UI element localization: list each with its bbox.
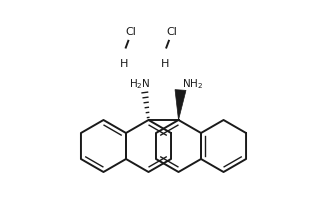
Text: Cl: Cl (125, 28, 136, 37)
Polygon shape (175, 90, 186, 120)
Text: H: H (161, 59, 169, 70)
Text: H$_2$N: H$_2$N (129, 77, 150, 91)
Text: NH$_2$: NH$_2$ (182, 78, 203, 92)
Text: Cl: Cl (166, 28, 177, 37)
Text: H: H (120, 59, 129, 70)
